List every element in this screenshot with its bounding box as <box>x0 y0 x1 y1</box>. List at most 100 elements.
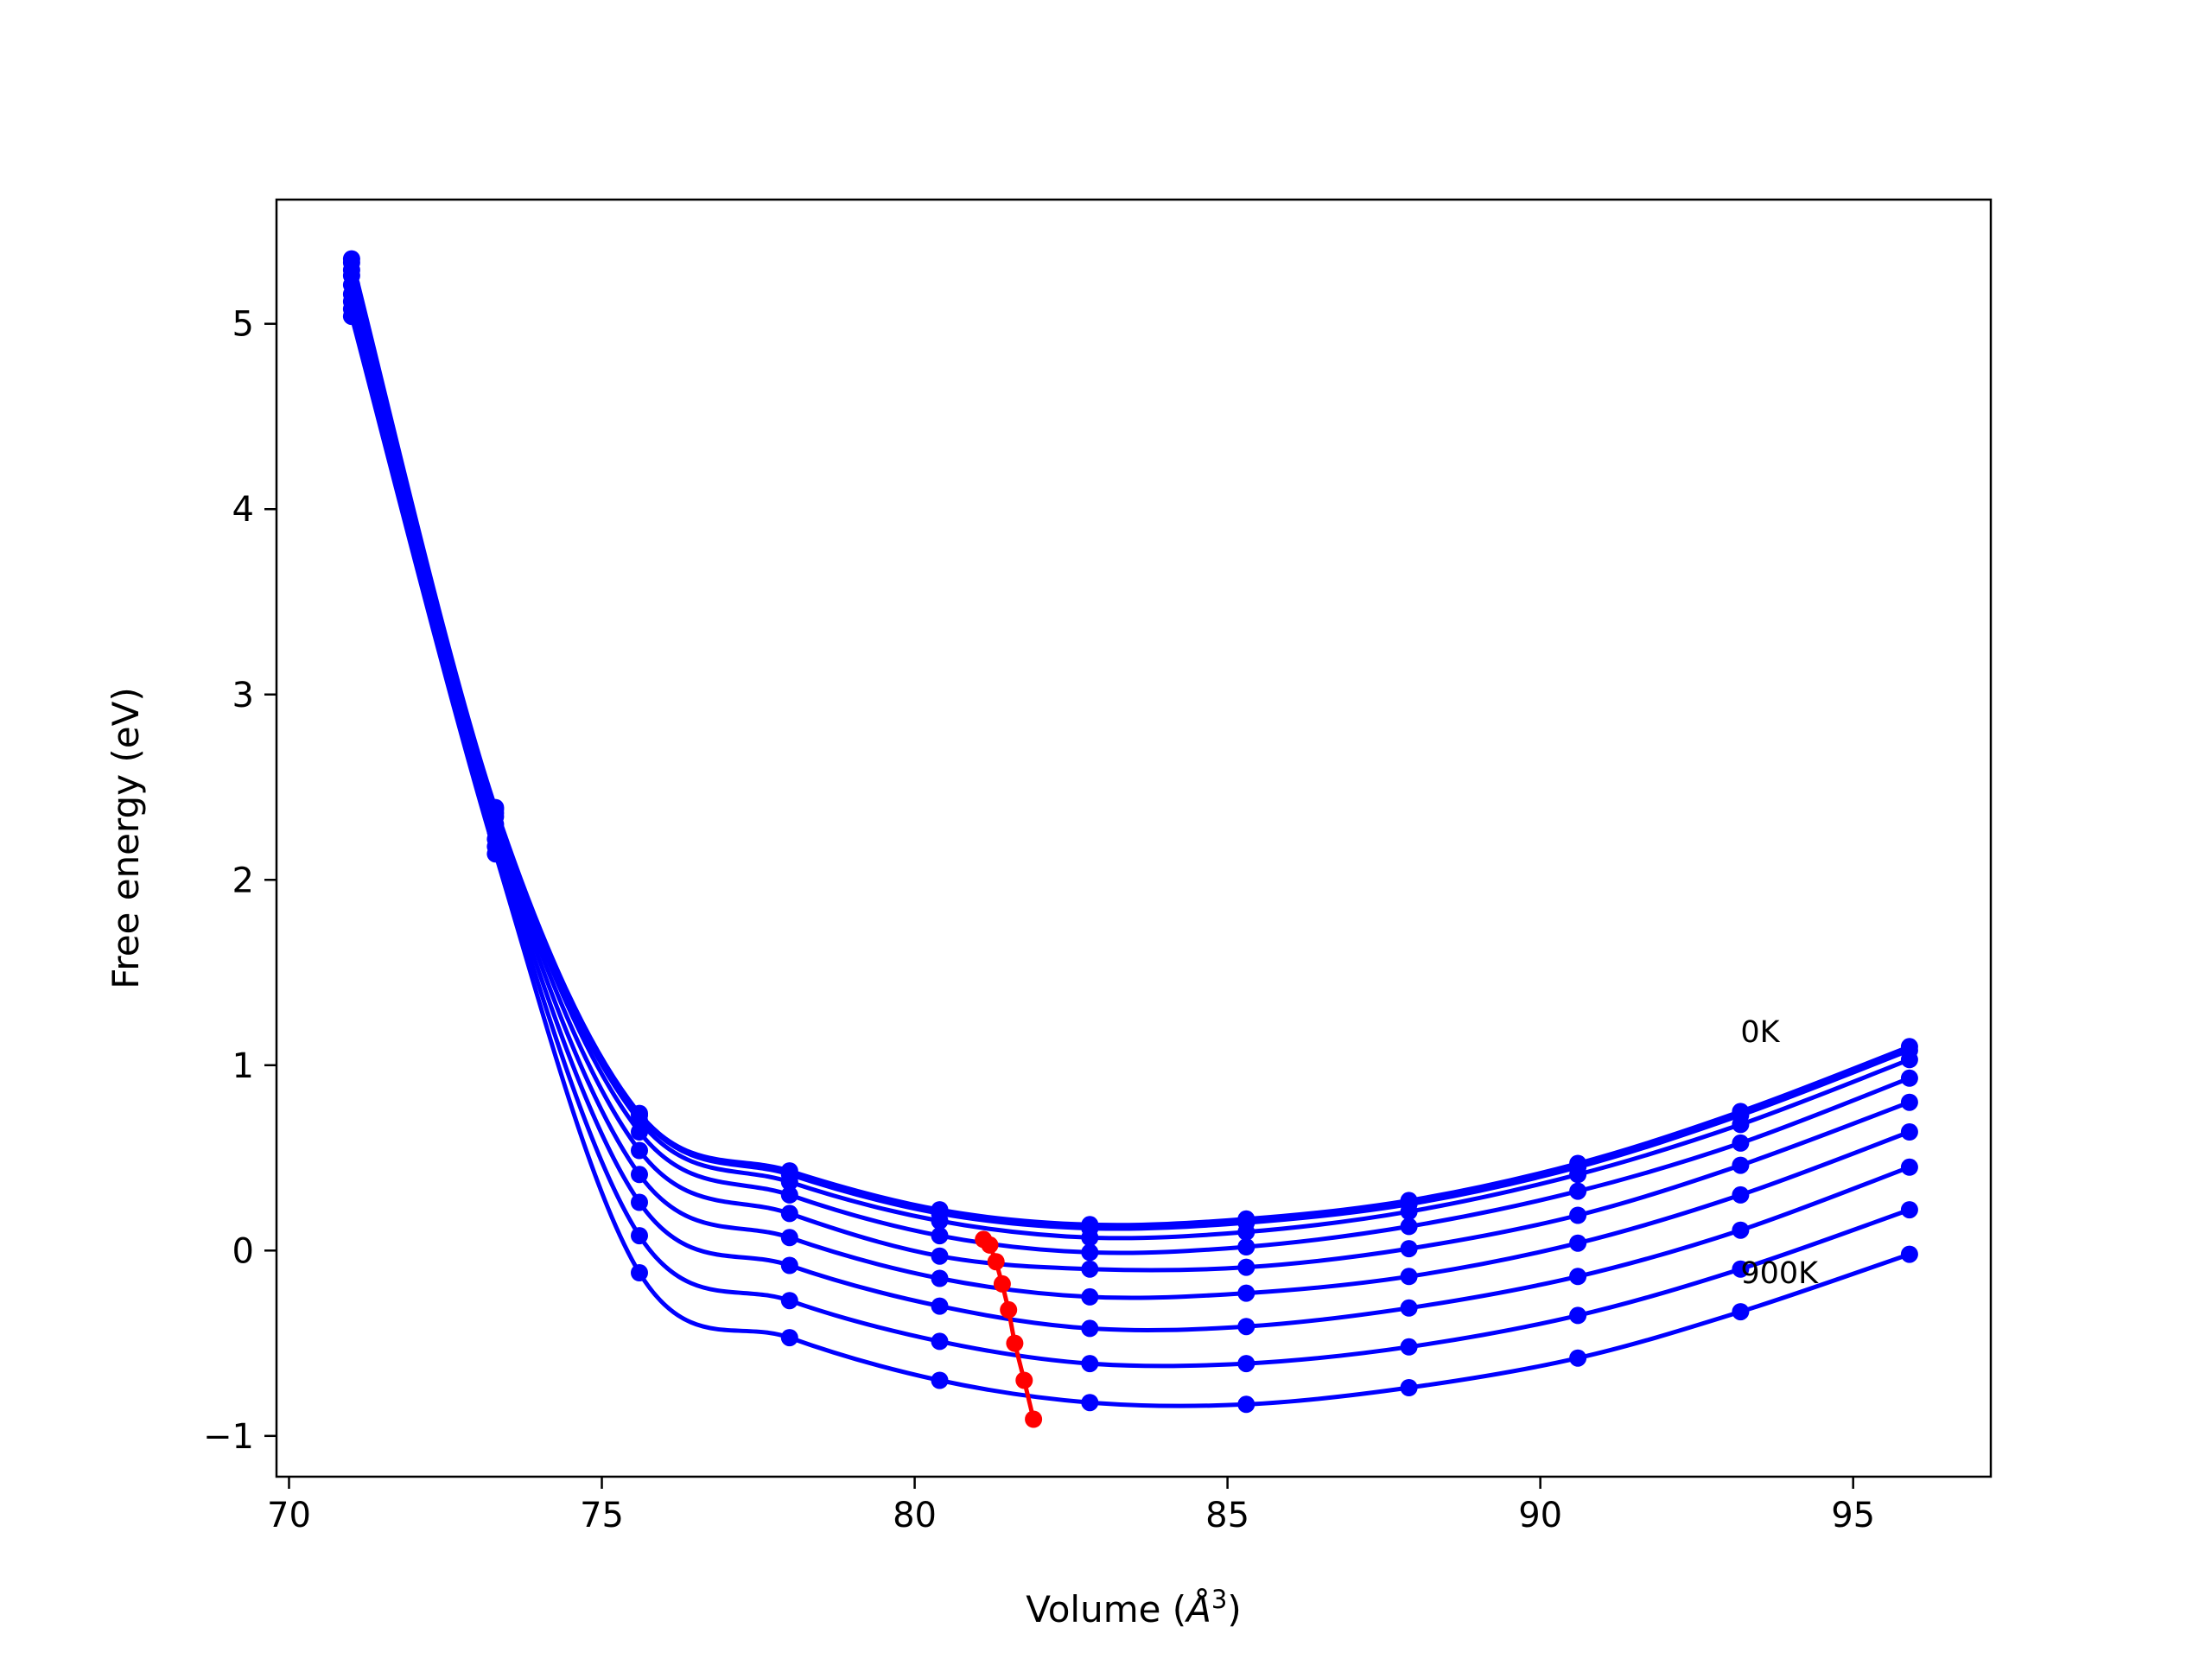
data-point-5-4 <box>931 1269 949 1287</box>
x-axis-label-unit: Å <box>1184 1587 1211 1630</box>
x-axis-label: Volume (Å3) <box>1026 1585 1242 1630</box>
minimum-point-4 <box>1000 1300 1018 1319</box>
y-tick-label-6: 5 <box>232 305 254 345</box>
fit-curve-3 <box>349 275 1910 1255</box>
data-point-6-10 <box>1900 1158 1918 1176</box>
data-point-7-6 <box>1237 1355 1255 1373</box>
data-point-8-8 <box>1569 1349 1587 1367</box>
x-axis-label-exponent: 3 <box>1211 1585 1227 1614</box>
fit-curve-5 <box>349 293 1910 1300</box>
curve-label-1: 900K <box>1740 1256 1819 1291</box>
minimum-point-3 <box>993 1274 1011 1293</box>
data-point-5-9 <box>1732 1185 1750 1204</box>
data-point-8-3 <box>780 1329 798 1347</box>
data-point-5-7 <box>1400 1268 1418 1286</box>
minimum-point-2 <box>987 1253 1005 1271</box>
data-point-4-10 <box>1900 1093 1918 1111</box>
x-tick-label-2: 80 <box>893 1496 937 1535</box>
data-point-2-6 <box>1237 1223 1255 1241</box>
data-point-8-6 <box>1237 1395 1255 1414</box>
data-point-8-7 <box>1400 1379 1418 1396</box>
data-point-3-6 <box>1237 1238 1255 1255</box>
data-point-6-2 <box>631 1193 648 1211</box>
data-point-4-6 <box>1237 1258 1255 1276</box>
data-point-7-3 <box>780 1292 798 1310</box>
data-point-3-2 <box>631 1123 648 1141</box>
data-point-5-5 <box>1081 1287 1099 1306</box>
data-point-6-7 <box>1400 1299 1418 1317</box>
curves-layer <box>349 257 1910 1408</box>
y-tick-label-4: 3 <box>232 676 254 715</box>
data-point-3-4 <box>931 1227 949 1245</box>
x-tick-label-1: 75 <box>580 1496 624 1535</box>
y-tick-label-1: 0 <box>232 1231 254 1271</box>
data-point-3-10 <box>1900 1069 1918 1087</box>
plot-frame <box>275 198 1993 1478</box>
y-tick-label-3: 2 <box>232 861 254 900</box>
data-point-7-9 <box>1732 1260 1750 1278</box>
y-axis-label: Free energy (eV) <box>105 687 147 989</box>
data-point-2-8 <box>1569 1166 1587 1184</box>
x-axis-label-text: Volume ( <box>1026 1588 1186 1630</box>
curve-labels-layer: 0K 900K <box>1740 1015 1819 1291</box>
x-tick-label-4: 90 <box>1518 1496 1562 1535</box>
data-point-6-5 <box>1081 1319 1099 1338</box>
y-tick-label-0: −1 <box>203 1417 254 1457</box>
fit-curve-8 <box>349 315 1910 1408</box>
data-point-5-3 <box>780 1229 798 1247</box>
minimum-point-5 <box>1006 1334 1024 1352</box>
data-point-5-8 <box>1569 1234 1587 1252</box>
data-point-2-5 <box>1081 1229 1099 1247</box>
data-point-6-9 <box>1732 1221 1750 1239</box>
data-point-4-5 <box>1081 1260 1099 1278</box>
data-point-7-5 <box>1081 1355 1099 1373</box>
data-point-5-10 <box>1900 1123 1918 1141</box>
data-point-7-10 <box>1900 1201 1918 1219</box>
data-point-5-2 <box>631 1166 648 1184</box>
data-point-2-7 <box>1400 1203 1418 1221</box>
y-tick-label-2: 1 <box>232 1046 254 1086</box>
data-point-8-1 <box>486 845 505 863</box>
minimum-point-6 <box>1015 1371 1033 1389</box>
data-point-7-8 <box>1569 1306 1587 1325</box>
data-point-4-8 <box>1569 1206 1587 1224</box>
data-point-8-10 <box>1900 1245 1918 1263</box>
data-point-8-5 <box>1081 1394 1099 1412</box>
data-point-4-7 <box>1400 1240 1418 1258</box>
data-point-3-5 <box>1081 1243 1099 1262</box>
data-point-3-9 <box>1732 1134 1750 1152</box>
data-point-7-7 <box>1400 1338 1418 1356</box>
fit-curve-4 <box>349 284 1910 1273</box>
points-layer <box>342 250 1918 1414</box>
data-point-2-10 <box>1900 1051 1918 1069</box>
data-point-2-4 <box>931 1212 949 1230</box>
data-point-3-3 <box>780 1185 798 1204</box>
data-point-6-6 <box>1237 1318 1255 1336</box>
data-point-8-9 <box>1732 1303 1750 1321</box>
x-axis-label-close: ) <box>1227 1588 1241 1630</box>
data-point-3-7 <box>1400 1217 1418 1236</box>
data-point-8-2 <box>631 1264 648 1281</box>
data-point-6-4 <box>931 1297 949 1315</box>
fit-curve-7 <box>349 308 1910 1369</box>
ticks-layer: 70 75 80 85 90 95 −1 0 1 2 3 4 5 <box>203 305 1875 1535</box>
minimum-path-layer <box>975 1230 1043 1428</box>
data-point-4-4 <box>931 1247 949 1265</box>
minimum-point-1 <box>981 1236 999 1254</box>
data-point-4-3 <box>780 1205 798 1223</box>
data-point-6-8 <box>1569 1268 1587 1286</box>
data-point-3-8 <box>1569 1182 1587 1200</box>
x-tick-label-5: 95 <box>1831 1496 1875 1535</box>
x-tick-label-3: 85 <box>1205 1496 1249 1535</box>
data-point-8-4 <box>931 1371 949 1389</box>
data-point-6-3 <box>780 1256 798 1274</box>
minimum-point-7 <box>1025 1410 1043 1428</box>
data-point-5-6 <box>1237 1284 1255 1302</box>
x-tick-label-0: 70 <box>267 1496 311 1535</box>
data-point-7-2 <box>631 1227 648 1245</box>
fit-curve-6 <box>349 301 1910 1332</box>
data-point-8-0 <box>342 308 360 326</box>
y-tick-label-5: 4 <box>232 490 254 530</box>
